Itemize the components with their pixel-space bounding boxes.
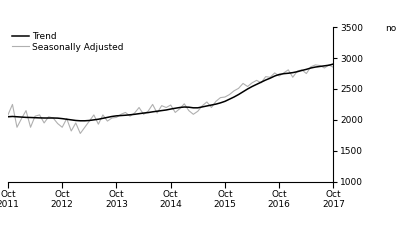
Seasonally Adjusted xyxy=(127,115,132,118)
Trend xyxy=(141,112,146,114)
Seasonally Adjusted xyxy=(69,130,73,132)
Trend xyxy=(385,47,390,50)
Trend xyxy=(200,106,205,108)
Seasonally Adjusted xyxy=(123,111,128,114)
Seasonally Adjusted xyxy=(200,104,205,107)
Seasonally Adjusted xyxy=(372,39,376,42)
Trend xyxy=(127,114,132,116)
Trend xyxy=(6,115,10,118)
Y-axis label: no.: no. xyxy=(385,24,397,33)
Seasonally Adjusted xyxy=(367,42,372,45)
Seasonally Adjusted xyxy=(6,114,10,116)
Trend xyxy=(69,118,73,121)
Trend xyxy=(78,119,83,122)
Trend xyxy=(367,40,372,42)
Legend: Trend, Seasonally Adjusted: Trend, Seasonally Adjusted xyxy=(12,32,124,52)
Trend xyxy=(123,114,128,117)
Seasonally Adjusted xyxy=(385,47,390,50)
Trend xyxy=(376,38,381,40)
Line: Trend: Trend xyxy=(8,39,388,121)
Line: Seasonally Adjusted: Seasonally Adjusted xyxy=(8,40,388,133)
Seasonally Adjusted xyxy=(78,132,83,135)
Seasonally Adjusted xyxy=(141,113,146,116)
